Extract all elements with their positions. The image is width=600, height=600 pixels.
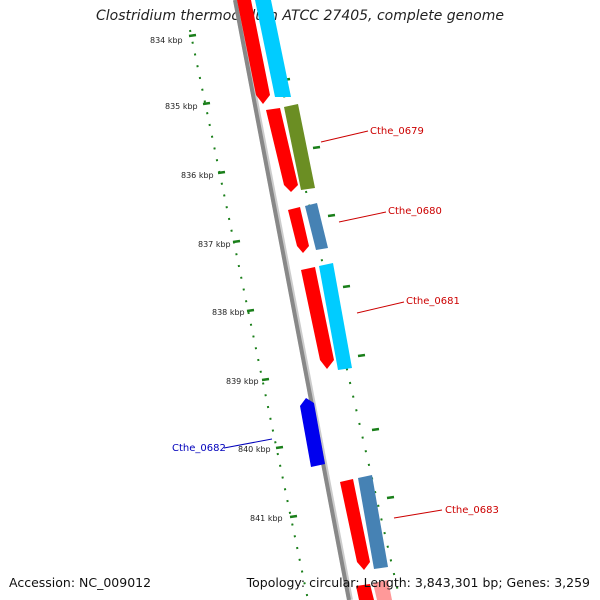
map-title: Clostridium thermocellum ATCC 27405, com… (96, 8, 504, 24)
tick-label: 839 kbp (226, 377, 259, 386)
backbone-line (233, 0, 351, 600)
major-ticks (188, 33, 298, 519)
cds-red-feature[interactable] (301, 267, 334, 369)
tick-label: 840 kbp (238, 445, 271, 454)
tick-label: 838 kbp (212, 308, 245, 317)
tick-label: 841 kbp (250, 514, 283, 523)
feature-group-top[interactable] (237, 0, 291, 104)
feature-group-0679[interactable] (266, 104, 315, 192)
tick-label: 837 kbp (198, 240, 231, 249)
steelblue-feature[interactable] (305, 203, 328, 250)
tick-ruler (189, 29, 309, 600)
feature-group-0682[interactable] (300, 398, 325, 467)
cyan-feature[interactable] (319, 263, 352, 370)
steelblue-feature[interactable] (358, 475, 388, 569)
cds-red-feature[interactable] (356, 584, 374, 600)
blue-feature[interactable] (300, 398, 325, 467)
gene-label[interactable]: Cthe_0683 (445, 505, 499, 516)
gene-label[interactable]: Cthe_0682 (172, 443, 226, 454)
leader-line (393, 509, 443, 519)
pink-feature[interactable] (373, 580, 392, 600)
leader-line (320, 130, 369, 143)
cyan-feature[interactable] (255, 0, 291, 97)
feature-group-0683[interactable] (340, 475, 388, 570)
cds-red-feature[interactable] (340, 479, 370, 570)
feature-group-bottom[interactable] (356, 580, 392, 600)
tick-label: 835 kbp (165, 102, 198, 111)
leader-line (223, 438, 273, 449)
feature-group-0681[interactable] (301, 263, 352, 370)
feature-group-0680[interactable] (288, 203, 328, 253)
gene-label[interactable]: Cthe_0679 (370, 126, 424, 137)
cds-red-feature[interactable] (288, 207, 309, 253)
gene-label[interactable]: Cthe_0680 (388, 206, 442, 217)
cds-red-feature[interactable] (266, 108, 298, 192)
leader-line (356, 301, 405, 314)
tick-label: 834 kbp (150, 36, 183, 45)
tick-label: 836 kbp (181, 171, 214, 180)
accession-text: Accession: NC_009012 (9, 575, 152, 590)
cds-red-feature[interactable] (237, 0, 270, 104)
leader-line (338, 211, 387, 223)
olive-feature[interactable] (284, 104, 315, 190)
gene-label[interactable]: Cthe_0681 (406, 296, 460, 307)
genome-summary: Topology: circular; Length: 3,843,301 bp… (246, 575, 590, 590)
